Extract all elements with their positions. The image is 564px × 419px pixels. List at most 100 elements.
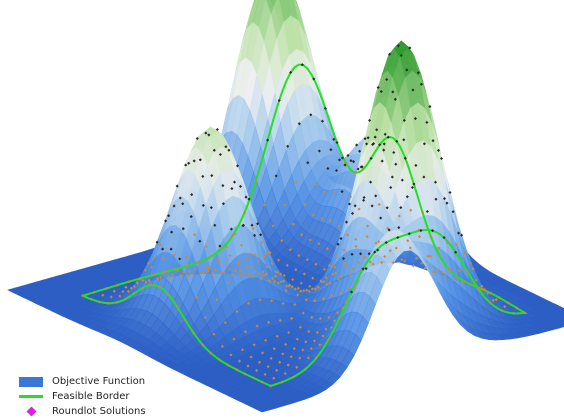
roundlot-solution-point — [327, 315, 331, 319]
roundlot-solution-point — [311, 213, 315, 217]
roundlot-solution-point — [190, 193, 194, 197]
roundlot-solution-point — [109, 295, 113, 299]
roundlot-solution-point — [431, 139, 435, 143]
roundlot-solution-point — [443, 274, 447, 278]
roundlot-solution-point — [303, 367, 307, 371]
roundlot-solution-point — [272, 347, 276, 351]
roundlot-solution-point — [292, 347, 296, 351]
roundlot-solution-point — [201, 174, 205, 178]
roundlot-solution-point — [320, 216, 324, 220]
roundlot-solution-point — [229, 227, 233, 231]
roundlot-solution-point — [263, 372, 267, 376]
roundlot-solution-point — [147, 278, 151, 282]
roundlot-solution-point — [213, 268, 217, 272]
roundlot-solution-point — [403, 259, 407, 263]
roundlot-solution-point — [115, 300, 119, 304]
roundlot-solution-point — [283, 203, 287, 207]
roundlot-solution-point — [343, 160, 348, 164]
roundlot-solution-point — [313, 287, 317, 291]
roundlot-solution-point — [477, 287, 481, 291]
roundlot-solution-point — [155, 240, 159, 244]
roundlot-solution-point — [244, 195, 248, 199]
roundlot-solution-point — [345, 264, 349, 268]
roundlot-solution-point — [302, 289, 306, 293]
roundlot-solution-point — [299, 289, 303, 293]
roundlot-solution-point — [227, 148, 231, 152]
roundlot-solution-point — [271, 277, 275, 281]
roundlot-solution-point — [314, 262, 318, 266]
roundlot-solution-point — [335, 311, 340, 315]
roundlot-solution-point — [262, 273, 266, 277]
roundlot-solution-point — [506, 301, 510, 305]
roundlot-solution-point — [325, 247, 329, 251]
roundlot-solution-point — [219, 247, 223, 251]
roundlot-solution-point — [166, 292, 170, 296]
legend-item-objective-function: Objective Function — [18, 374, 146, 389]
roundlot-solution-point — [378, 143, 382, 147]
roundlot-solution-point — [292, 375, 296, 379]
roundlot-solution-point — [342, 261, 347, 265]
roundlot-solution-point — [465, 269, 469, 273]
roundlot-solution-point — [236, 260, 241, 264]
roundlot-solution-point — [331, 272, 335, 276]
roundlot-solution-point — [388, 249, 392, 253]
roundlot-solution-point — [255, 368, 259, 372]
roundlot-solution-point — [298, 356, 302, 360]
roundlot-solution-point — [269, 356, 273, 360]
roundlot-solution-point — [279, 272, 283, 276]
roundlot-solution-point — [101, 293, 105, 297]
roundlot-solution-point — [209, 206, 213, 210]
roundlot-solution-point — [367, 252, 371, 256]
roundlot-solution-point — [523, 311, 527, 315]
roundlot-solution-point — [175, 184, 179, 188]
roundlot-solution-point — [365, 142, 369, 146]
roundlot-solution-point — [242, 211, 247, 215]
roundlot-solution-point — [366, 136, 370, 140]
roundlot-solution-point — [205, 264, 209, 268]
roundlot-solution-point — [318, 317, 322, 321]
roundlot-solution-point — [308, 284, 312, 288]
roundlot-solution-point — [140, 286, 145, 290]
roundlot-solution-point — [399, 53, 403, 58]
roundlot-solution-point — [341, 306, 345, 310]
roundlot-solution-point — [503, 305, 507, 309]
roundlot-solution-point — [245, 265, 249, 269]
roundlot-solution-point — [249, 355, 253, 359]
roundlot-solution-point — [104, 287, 108, 291]
roundlot-solution-point — [207, 266, 211, 270]
roundlot-solution-point — [193, 233, 197, 237]
roundlot-solution-point — [203, 316, 207, 320]
roundlot-solution-point — [394, 162, 398, 166]
roundlot-solution-point — [434, 197, 438, 201]
roundlot-solution-point — [353, 286, 357, 290]
roundlot-solution-point — [282, 274, 286, 278]
roundlot-solution-point — [272, 376, 276, 380]
roundlot-solution-point — [293, 287, 297, 291]
roundlot-solution-point — [243, 372, 247, 376]
roundlot-solution-point — [463, 280, 467, 284]
roundlot-solution-point — [312, 339, 316, 343]
roundlot-solution-point — [189, 215, 193, 219]
roundlot-solution-point — [319, 279, 323, 283]
roundlot-solution-point — [206, 269, 210, 273]
roundlot-solution-point — [310, 315, 314, 319]
roundlot-solution-point — [448, 269, 453, 273]
roundlot-solution-point — [299, 281, 303, 285]
roundlot-solution-point — [420, 261, 424, 265]
roundlot-solution-point — [349, 290, 354, 294]
surface-facet — [255, 406, 270, 413]
roundlot-solution-point — [198, 239, 202, 243]
roundlot-solution-point — [281, 301, 285, 306]
roundlot-solution-point — [201, 203, 205, 207]
roundlot-solution-point — [328, 219, 332, 223]
roundlot-solution-point — [158, 285, 162, 289]
roundlot-solution-point — [431, 270, 436, 274]
roundlot-solution-point — [265, 272, 269, 276]
roundlot-solution-point — [218, 152, 222, 157]
roundlot-solution-point — [382, 142, 386, 146]
roundlot-solution-point — [235, 309, 239, 314]
roundlot-solution-point — [261, 270, 265, 274]
roundlot-solution-point — [468, 261, 472, 265]
roundlot-solution-point — [295, 365, 299, 369]
roundlot-solution-point — [158, 243, 162, 247]
